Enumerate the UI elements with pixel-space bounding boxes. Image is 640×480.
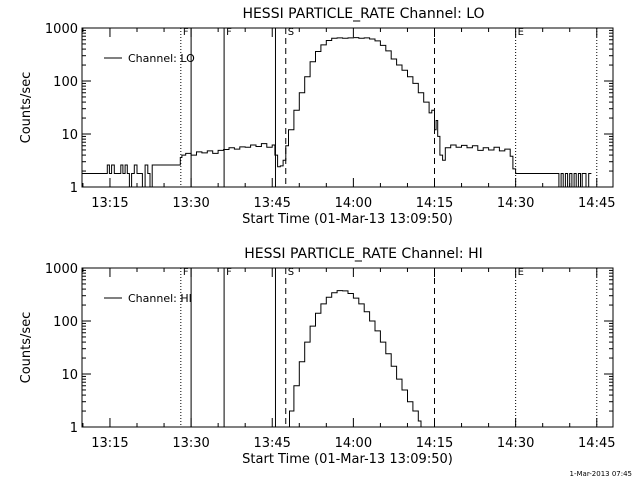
y-axis-label: Counts/sec	[19, 72, 34, 144]
x-tick-label: 14:15	[416, 196, 453, 211]
marker-label: F	[226, 27, 232, 38]
chart-title: HESSI PARTICLE_RATE Channel: LO	[242, 6, 484, 22]
legend-label: Channel: LO	[128, 52, 195, 65]
y-tick-label: 100	[53, 75, 78, 90]
x-tick-label: 13:30	[172, 436, 209, 451]
x-tick-label: 14:00	[335, 436, 372, 451]
x-tick-label: 14:00	[335, 196, 372, 211]
x-tick-label: 14:15	[416, 436, 453, 451]
y-tick-label: 1	[70, 421, 78, 436]
x-tick-label: 13:15	[91, 196, 128, 211]
y-tick-label: 1	[70, 181, 78, 196]
y-tick-label: 100	[53, 315, 78, 330]
x-axis-label: Start Time (01-Mar-13 13:09:50)	[242, 452, 453, 467]
chart-title: HESSI PARTICLE_RATE Channel: HI	[244, 246, 482, 262]
marker-label: E	[518, 267, 524, 278]
series-line-1	[82, 37, 592, 187]
x-tick-label: 13:45	[253, 196, 290, 211]
marker-label: F	[226, 267, 232, 278]
chart-panel-2: HESSI PARTICLE_RATE Channel: HI 1 10 100 100…	[19, 246, 616, 467]
series-line-1	[286, 290, 422, 427]
marker-label: E	[518, 27, 524, 38]
marker-label: F	[183, 27, 189, 38]
x-tick-label: 13:30	[172, 196, 209, 211]
y-tick-label: 10	[61, 128, 78, 143]
y-axis-label: Counts/sec	[19, 312, 34, 384]
footer-timestamp: 1-Mar-2013 07:45	[569, 470, 632, 478]
marker-label: F	[183, 267, 189, 278]
y-tick-label: 1000	[45, 22, 78, 37]
y-tick-label: 1000	[45, 262, 78, 277]
x-tick-label: 14:45	[578, 196, 615, 211]
x-tick-label: 13:15	[91, 436, 128, 451]
chart-panel-1: HESSI PARTICLE_RATE Channel: LO 1 10 100 100…	[19, 6, 616, 227]
plot-frame	[81, 27, 614, 188]
x-tick-label: 14:30	[497, 196, 534, 211]
x-tick-label: 14:30	[497, 436, 534, 451]
marker-label: S	[288, 267, 294, 278]
y-tick-label: 10	[61, 368, 78, 383]
plot-frame	[81, 267, 614, 428]
x-axis-label: Start Time (01-Mar-13 13:09:50)	[242, 212, 453, 227]
marker-label: S	[288, 27, 294, 38]
x-tick-label: 14:45	[578, 436, 615, 451]
legend-label: Channel: HI	[128, 292, 192, 305]
x-tick-label: 13:45	[253, 436, 290, 451]
